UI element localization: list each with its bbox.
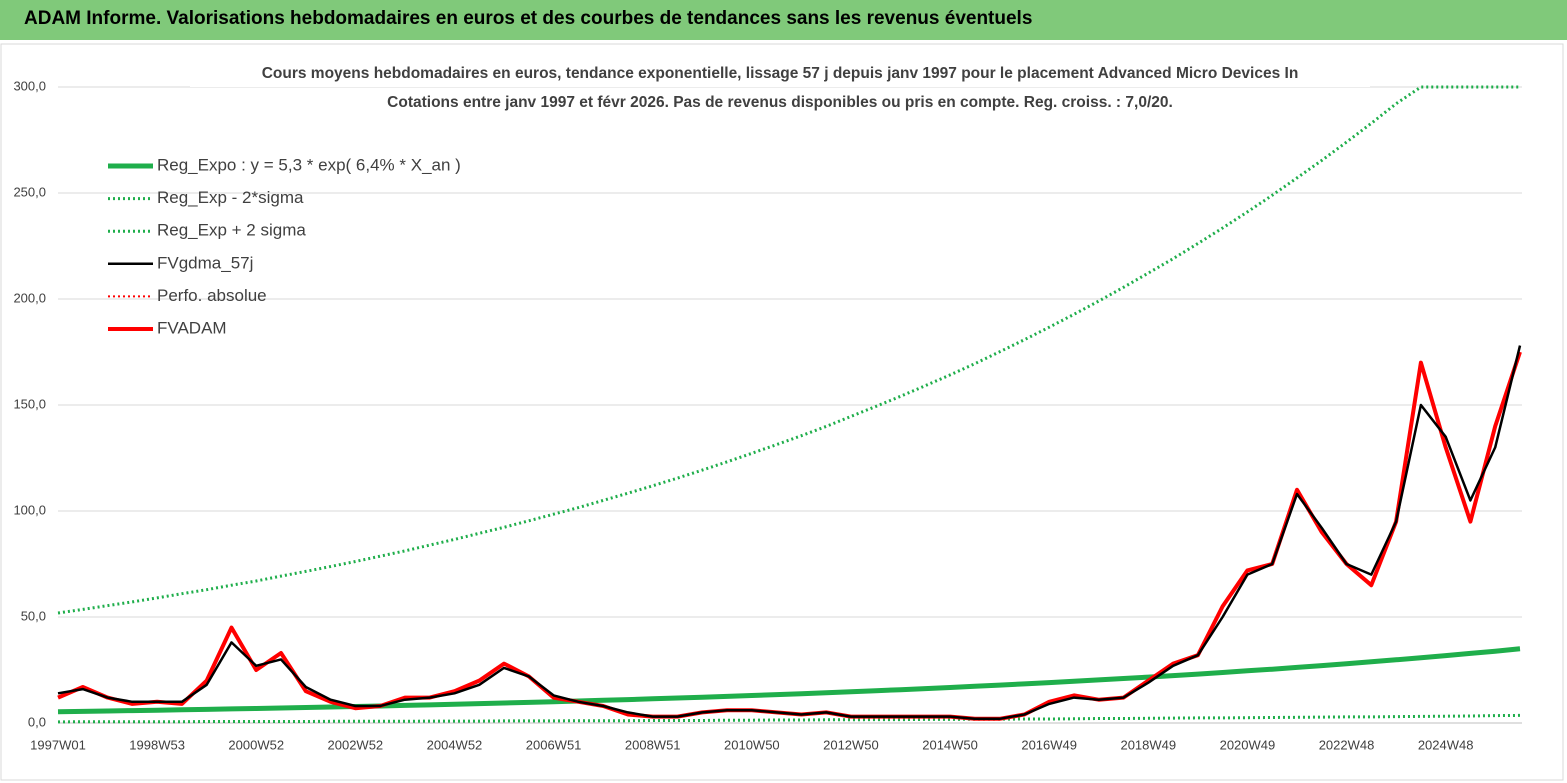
series-line	[57, 646, 1521, 715]
series-line	[57, 351, 1522, 721]
chart-frame	[0, 43, 1564, 781]
x-tick-label: 2024W48	[1418, 737, 1474, 752]
x-tick-label: 2020W49	[1220, 737, 1276, 752]
y-tick-label: 200,0	[13, 290, 46, 305]
y-tick-label: 250,0	[13, 184, 46, 199]
x-tick-label: 2012W50	[823, 737, 879, 752]
y-tick-label: 150,0	[13, 396, 46, 411]
x-tick-label: 1998W53	[129, 737, 185, 752]
series-line	[57, 345, 1522, 721]
header-bar: ADAM Informe. Valorisations hebdomadaire…	[0, 0, 1567, 40]
x-tick-label: 2018W49	[1120, 737, 1176, 752]
chart-title: Cotations entre janv 1997 et févr 2026. …	[387, 94, 1173, 111]
x-tick-label: 2004W52	[427, 737, 483, 752]
x-tick-label: 2010W50	[724, 737, 780, 752]
legend-label: Perfo. absolue	[157, 286, 267, 305]
series-line	[57, 713, 1521, 724]
x-tick-label: 1997W01	[30, 737, 86, 752]
legend-label: FVADAM	[157, 318, 227, 337]
title-bg	[190, 60, 1370, 87]
x-tick-label: 2000W52	[228, 737, 284, 752]
x-tick-label: 2022W48	[1319, 737, 1375, 752]
series-line	[57, 85, 1520, 615]
y-tick-label: 300,0	[13, 78, 46, 93]
x-tick-label: 2014W50	[922, 737, 978, 752]
legend-label: Reg_Exp + 2 sigma	[157, 221, 306, 240]
y-tick-label: 100,0	[13, 502, 46, 517]
x-tick-label: 2008W51	[625, 737, 681, 752]
y-tick-label: 50,0	[21, 608, 46, 623]
legend-label: Reg_Exp - 2*sigma	[157, 188, 304, 207]
title-bg	[190, 89, 1370, 116]
y-tick-label: 0,0	[28, 714, 46, 729]
x-tick-label: 2002W52	[328, 737, 384, 752]
legend-label: Reg_Expo : y = 5,3 * exp( 6,4% * X_an )	[157, 155, 461, 174]
chart-title: Cours moyens hebdomadaires en euros, ten…	[262, 65, 1299, 82]
x-tick-label: 2016W49	[1021, 737, 1077, 752]
x-tick-label: 2006W51	[526, 737, 582, 752]
chart: 0,0 50,0 100,0 150,0 200,0 250,0 300,0 1997W01 1…	[0, 43, 1564, 781]
legend-label: FVgdma_57j	[157, 253, 253, 272]
header-title: ADAM Informe. Valorisations hebdomadaire…	[24, 8, 1033, 29]
